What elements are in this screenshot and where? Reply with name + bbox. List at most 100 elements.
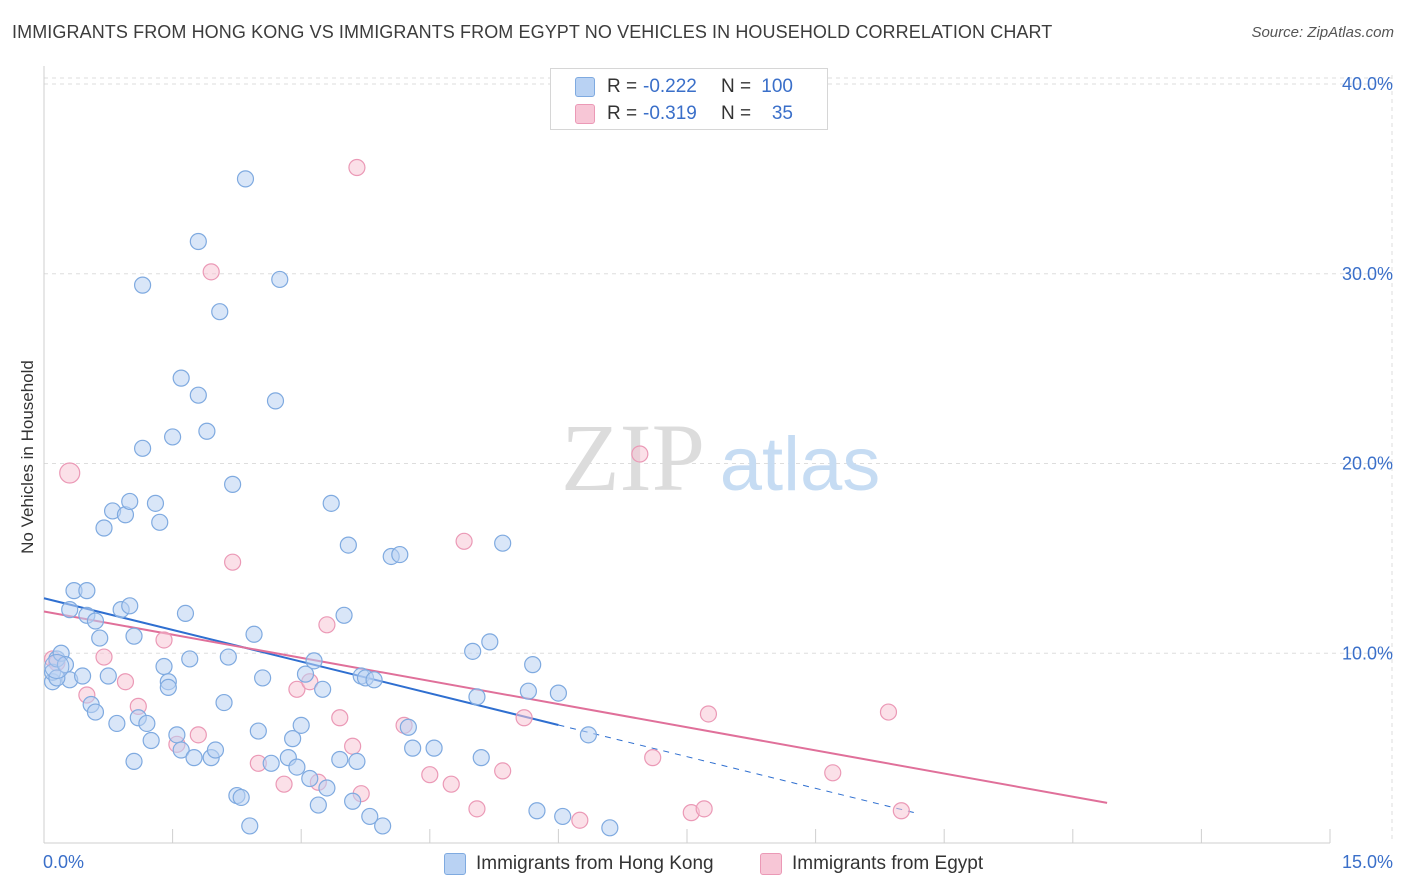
data-point-egypt xyxy=(331,709,349,727)
data-point-egypt xyxy=(59,462,81,484)
data-point-hong-kong xyxy=(133,439,152,457)
data-point-egypt xyxy=(318,616,336,634)
data-point-hong-kong xyxy=(305,652,323,670)
data-point-hong-kong xyxy=(164,428,182,446)
legend-r-label: R = xyxy=(607,103,638,124)
data-point-hong-kong xyxy=(579,726,598,744)
data-point-hong-kong xyxy=(254,669,272,687)
data-point-hong-kong xyxy=(331,750,349,769)
y-tick-label: 20.0% xyxy=(1342,454,1393,474)
data-point-hong-kong xyxy=(284,730,302,748)
data-point-egypt xyxy=(695,800,713,818)
data-point-hong-kong xyxy=(391,545,409,564)
data-point-hong-kong xyxy=(99,667,117,685)
data-point-hong-kong xyxy=(249,722,267,740)
data-point-hong-kong xyxy=(524,656,542,674)
x-tick-label-min: 0.0% xyxy=(43,852,85,872)
legend-r-value: -0.222 xyxy=(643,76,697,97)
data-point-egypt xyxy=(442,775,460,793)
data-point-hong-kong xyxy=(335,606,353,624)
data-point-hong-kong xyxy=(215,693,233,712)
data-point-hong-kong xyxy=(271,270,289,289)
legend-swatch-blue xyxy=(575,77,595,97)
data-point-hong-kong xyxy=(519,682,537,700)
data-point-hong-kong xyxy=(86,703,105,721)
data-point-hong-kong xyxy=(198,422,216,440)
bottom-legend-swatch-pink xyxy=(760,853,782,875)
data-point-hong-kong xyxy=(288,758,306,776)
data-point-hong-kong xyxy=(206,741,225,759)
data-point-hong-kong xyxy=(121,492,139,511)
data-point-egypt xyxy=(421,766,439,784)
data-point-hong-kong xyxy=(185,749,203,767)
data-point-hong-kong xyxy=(322,494,340,512)
data-point-hong-kong xyxy=(155,657,173,676)
legend-n-label: N = xyxy=(721,76,752,97)
data-point-hong-kong xyxy=(472,749,490,767)
data-point-hong-kong xyxy=(301,769,319,788)
data-point-hong-kong xyxy=(232,788,250,807)
legend-row-hong-kong: R = -0.222 N = 100 xyxy=(575,75,793,99)
data-point-hong-kong xyxy=(318,779,336,797)
data-point-hong-kong xyxy=(172,369,190,387)
data-points xyxy=(43,158,910,837)
data-point-hong-kong xyxy=(108,714,126,733)
data-point-hong-kong xyxy=(292,716,310,734)
data-point-hong-kong xyxy=(314,680,332,698)
data-point-egypt xyxy=(155,631,173,649)
legend-r-label: R = xyxy=(607,76,638,97)
data-point-hong-kong xyxy=(404,739,422,757)
data-point-egypt xyxy=(699,705,718,723)
data-point-hong-kong xyxy=(181,650,199,668)
data-point-hong-kong xyxy=(339,536,357,554)
x-tick-label-max: 15.0% xyxy=(1341,852,1393,872)
data-point-egypt xyxy=(879,703,898,721)
legend-row-egypt: R = -0.319 N = 35 xyxy=(575,102,793,126)
data-point-hong-kong xyxy=(125,752,143,771)
data-point-hong-kong xyxy=(168,726,186,744)
chart-title: IMMIGRANTS FROM HONG KONG VS IMMIGRANTS … xyxy=(12,22,1053,42)
data-point-egypt xyxy=(468,800,486,818)
data-point-hong-kong xyxy=(48,669,66,687)
data-point-hong-kong xyxy=(224,475,242,493)
data-point-egypt xyxy=(348,158,366,177)
data-point-hong-kong xyxy=(219,648,237,666)
data-point-hong-kong xyxy=(528,802,546,820)
data-point-egypt xyxy=(344,737,362,755)
data-point-egypt xyxy=(288,680,306,698)
data-point-hong-kong xyxy=(309,796,327,814)
legend-r-value: -0.319 xyxy=(643,103,697,124)
data-point-hong-kong xyxy=(86,612,105,630)
data-point-egypt xyxy=(224,553,242,571)
watermark-atlas: atlas xyxy=(720,422,881,507)
data-point-hong-kong xyxy=(554,807,572,826)
data-point-egypt xyxy=(95,648,113,666)
data-point-hong-kong xyxy=(468,688,486,706)
data-point-hong-kong xyxy=(374,817,392,835)
trend-lines xyxy=(43,597,1108,815)
data-point-hong-kong xyxy=(172,741,190,759)
data-point-hong-kong xyxy=(189,386,207,404)
data-point-hong-kong xyxy=(211,303,229,321)
data-point-hong-kong xyxy=(348,752,366,771)
data-point-hong-kong xyxy=(481,633,499,651)
data-point-hong-kong xyxy=(601,819,619,837)
data-point-egypt xyxy=(455,532,473,550)
source-label: Source: ZipAtlas.com xyxy=(1251,24,1394,41)
data-point-hong-kong xyxy=(146,494,165,512)
watermark: ZIP atlas xyxy=(561,404,880,511)
data-point-hong-kong xyxy=(176,604,195,623)
stats-legend: R = -0.222 N = 100 R = -0.319 N = 35 xyxy=(550,68,828,130)
data-point-hong-kong xyxy=(241,817,259,835)
data-point-hong-kong xyxy=(236,170,255,188)
data-point-egypt xyxy=(892,802,910,820)
bottom-legend-egypt: Immigrants from Egypt xyxy=(760,852,983,876)
data-point-hong-kong xyxy=(125,627,143,645)
bottom-legend-hong-kong: Immigrants from Hong Kong xyxy=(444,852,714,876)
legend-n-value: 100 xyxy=(761,76,793,97)
trend-line-egypt xyxy=(43,610,1108,804)
data-point-egypt xyxy=(116,673,135,691)
trend-line-hong-kong-extension xyxy=(558,724,919,815)
data-point-hong-kong xyxy=(91,629,109,647)
